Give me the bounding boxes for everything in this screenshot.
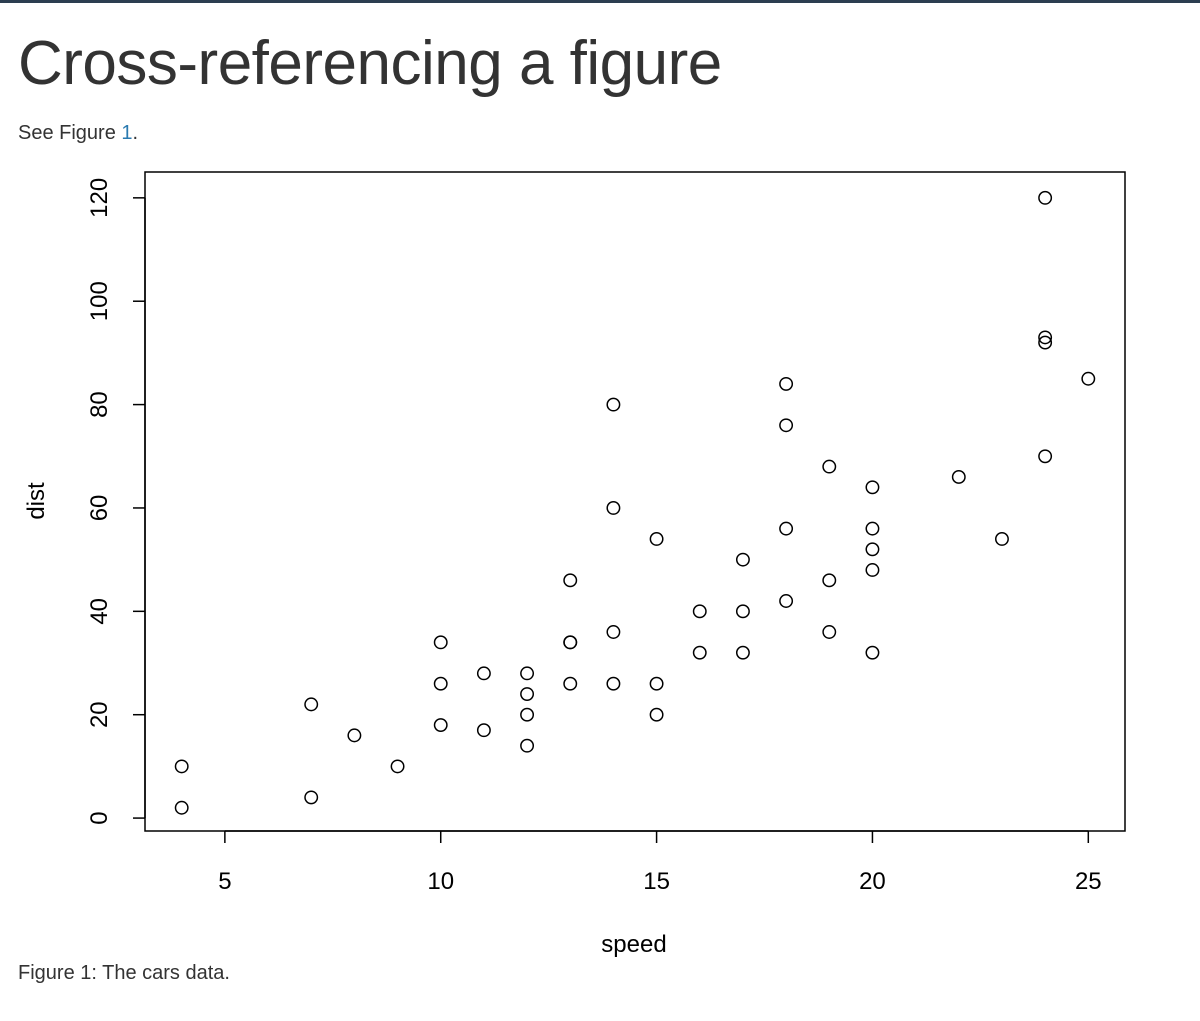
y-tick-label: 120	[86, 178, 113, 218]
data-point	[779, 376, 794, 391]
x-axis-label: speed	[601, 931, 666, 958]
data-point	[951, 469, 966, 484]
y-tick-label: 20	[86, 701, 113, 728]
plot-frame	[144, 171, 1126, 832]
data-point	[1081, 371, 1096, 386]
scatter-chart: 5 10 15 20 25 0 20 40 60 80 100 120 speed dist	[23, 171, 1126, 958]
data-point	[692, 645, 707, 660]
data-point	[520, 738, 535, 753]
data-point	[174, 800, 189, 815]
x-tick-label: 20	[859, 868, 886, 895]
data-point	[1038, 449, 1053, 464]
y-tick-label: 40	[86, 598, 113, 625]
data-point	[433, 676, 448, 691]
data-point	[1038, 190, 1053, 205]
x-tick-label: 25	[1075, 868, 1102, 895]
figure-caption: Figure 1: The cars data.	[18, 962, 230, 984]
data-point	[865, 542, 880, 557]
data-point	[865, 645, 880, 660]
data-point	[649, 676, 664, 691]
x-tick-label: 15	[643, 868, 670, 895]
y-tick-label: 0	[86, 811, 113, 824]
y-axis-label: dist	[23, 482, 50, 520]
data-point	[779, 521, 794, 536]
data-point	[433, 718, 448, 732]
x-ticks: 5 10 15 20 25	[218, 831, 1102, 895]
page-title: Cross-referencing a figure	[18, 29, 722, 98]
data-point	[822, 573, 837, 588]
y-ticks: 0 20 40 60 80 100 120	[86, 178, 145, 825]
data-point	[779, 594, 794, 608]
data-point	[433, 635, 448, 650]
data-point	[606, 501, 621, 515]
data-point	[390, 759, 405, 774]
x-tick-label: 5	[218, 868, 231, 895]
data-point	[649, 532, 664, 546]
data-point	[476, 666, 491, 681]
intro-suffix: .	[132, 122, 139, 144]
data-point	[520, 666, 535, 681]
data-point	[476, 723, 491, 738]
data-point	[735, 604, 750, 619]
data-point	[606, 676, 621, 691]
data-point	[563, 676, 578, 691]
data-point	[865, 563, 880, 577]
y-tick-label: 60	[86, 495, 113, 522]
data-point	[1038, 335, 1053, 350]
data-point	[735, 552, 750, 567]
x-tick-label: 10	[427, 868, 454, 895]
data-point	[1038, 330, 1053, 345]
data-point	[174, 759, 189, 774]
data-point	[865, 480, 880, 495]
data-point	[692, 604, 707, 619]
data-point	[649, 707, 664, 722]
intro-prefix: See Figure	[18, 122, 122, 144]
data-point	[822, 459, 837, 474]
y-tick-label: 80	[86, 391, 113, 418]
data-point	[779, 418, 794, 433]
figure-reference-link[interactable]: 1	[121, 122, 133, 144]
data-point	[520, 687, 535, 701]
data-point	[520, 707, 535, 722]
data-point	[563, 635, 578, 650]
data-point	[995, 532, 1009, 546]
data-points	[174, 190, 1096, 815]
y-tick-label: 100	[86, 281, 113, 321]
data-point	[304, 697, 319, 712]
data-point	[865, 521, 880, 536]
data-point	[347, 728, 362, 743]
data-point	[304, 790, 319, 805]
data-point	[822, 625, 837, 639]
data-point	[735, 645, 750, 660]
data-point	[563, 573, 578, 588]
data-point	[606, 625, 621, 639]
top-rule	[0, 0, 1200, 3]
data-point	[606, 397, 621, 412]
intro-paragraph: See Figure 1.	[18, 122, 138, 145]
